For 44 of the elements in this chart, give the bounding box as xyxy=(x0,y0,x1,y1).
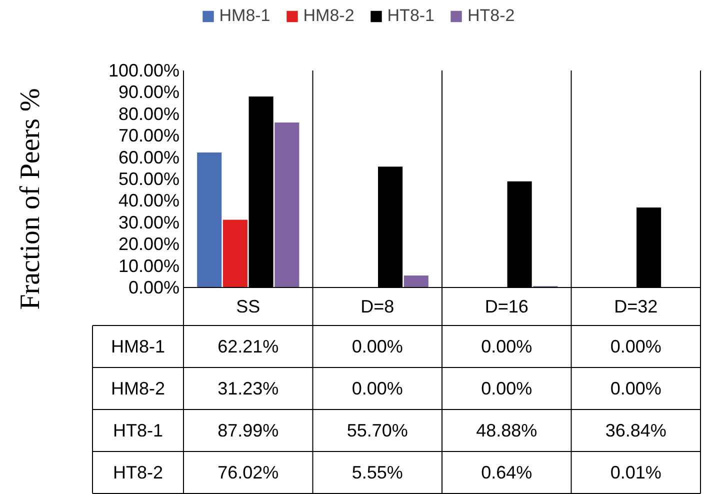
legend-label: HM8-1 xyxy=(219,6,270,26)
bar xyxy=(274,122,300,288)
y-tick-label: 90.00% xyxy=(118,82,180,102)
y-tick-label: 10.00% xyxy=(118,256,180,276)
data-label: 0.00% xyxy=(610,336,662,356)
data-label: 62.21% xyxy=(218,336,279,356)
legend-label: HT8-2 xyxy=(468,6,515,26)
y-tick-label: 20.00% xyxy=(118,234,180,254)
y-tick-label: 60.00% xyxy=(118,147,180,168)
bar xyxy=(197,152,222,288)
text: HM8-2 xyxy=(110,378,166,398)
data-label: 0.00% xyxy=(481,336,532,356)
x-tick-label: D=8 xyxy=(360,296,394,316)
y-tick-label: 50.00% xyxy=(118,169,180,189)
data-label: 36.84% xyxy=(605,420,666,440)
data-label: 55.70% xyxy=(346,420,408,440)
y-axis-title: Fraction of Peers % xyxy=(15,88,46,310)
text: HM8-1 xyxy=(110,336,166,356)
y-tick-label: 0.00% xyxy=(128,278,180,298)
data-label: 0.00% xyxy=(352,378,403,398)
data-label: 48.88% xyxy=(476,420,538,440)
data-label: 0.64% xyxy=(481,462,532,482)
legend-label: HM8-2 xyxy=(303,6,354,26)
bar xyxy=(222,220,248,288)
y-tick-label: 30.00% xyxy=(118,212,180,232)
text: HT8-2 xyxy=(112,462,164,482)
x-tick-label: D=16 xyxy=(484,296,528,316)
data-label: 87.99% xyxy=(218,420,279,440)
y-tick-label: 40.00% xyxy=(118,190,180,211)
x-tick-label: D=32 xyxy=(614,296,658,316)
data-label: 0.01% xyxy=(610,462,662,482)
data-label: 0.00% xyxy=(481,378,532,398)
data-label: 0.00% xyxy=(352,336,403,356)
data-label: 76.02% xyxy=(218,462,279,482)
text: HT8-1 xyxy=(112,420,164,440)
y-tick-label: 70.00% xyxy=(118,126,180,146)
y-tick-label: 80.00% xyxy=(118,104,180,124)
legend-label: HT8-1 xyxy=(387,6,435,26)
y-tick-label: 100.00% xyxy=(108,60,180,80)
x-tick-label: SS xyxy=(236,296,260,316)
data-label: 0.00% xyxy=(610,378,662,398)
data-label: 31.23% xyxy=(218,378,279,398)
bar xyxy=(404,275,428,288)
data-label: 5.55% xyxy=(352,462,403,482)
